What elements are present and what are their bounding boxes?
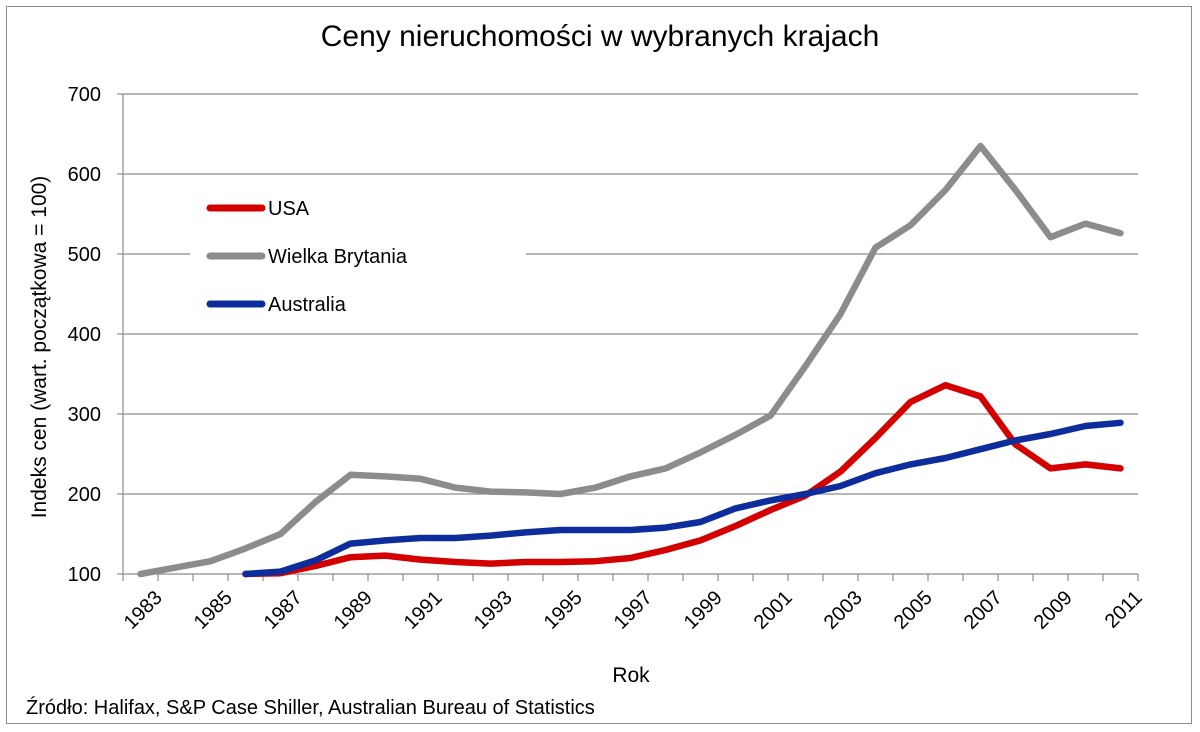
x-tick-label: 2003 (820, 587, 867, 634)
x-tick-label: 1993 (470, 587, 517, 634)
series-lines (137, 142, 1124, 578)
y-tick-label: 400 (68, 324, 101, 346)
legend-label: USA (268, 198, 310, 220)
source-note: Źródło: Halifax, S&P Case Shiller, Austr… (26, 697, 595, 719)
legend-label: Australia (268, 294, 347, 316)
x-tick-label: 1983 (120, 587, 167, 634)
y-tick-label: 700 (68, 84, 101, 106)
chart-title: Ceny nieruchomości w wybranych krajach (320, 20, 880, 53)
y-tick-label: 300 (68, 404, 101, 426)
legend-label: Wielka Brytania (268, 246, 408, 268)
x-tick-label: 1989 (330, 587, 377, 634)
chart-frame (6, 6, 1192, 724)
x-axis-label: Rok (612, 664, 650, 687)
series-line-australia (242, 419, 1124, 578)
y-tick-label: 600 (68, 164, 101, 186)
x-tick-label: 1991 (400, 587, 447, 634)
x-tick-label: 1997 (610, 587, 657, 634)
series-line-wielka-brytania (137, 142, 1124, 578)
legend: USA Wielka Brytania Australia (190, 186, 526, 324)
x-tick-label: 1987 (260, 587, 307, 634)
x-tick-label: 1985 (190, 587, 237, 634)
x-tick-label: 1999 (680, 587, 727, 634)
x-tick-label: 2007 (960, 587, 1007, 634)
x-tick-label: 2001 (750, 587, 797, 634)
series-line-usa (242, 381, 1124, 578)
x-tick-label: 2011 (1101, 587, 1147, 633)
y-tick-label: 500 (68, 244, 101, 266)
y-tick-label: 100 (68, 564, 101, 586)
y-tick-label: 200 (68, 484, 101, 506)
x-tick-label: 1995 (540, 587, 587, 634)
x-tick-label: 2005 (890, 587, 937, 634)
x-tick-label: 2009 (1030, 587, 1077, 634)
